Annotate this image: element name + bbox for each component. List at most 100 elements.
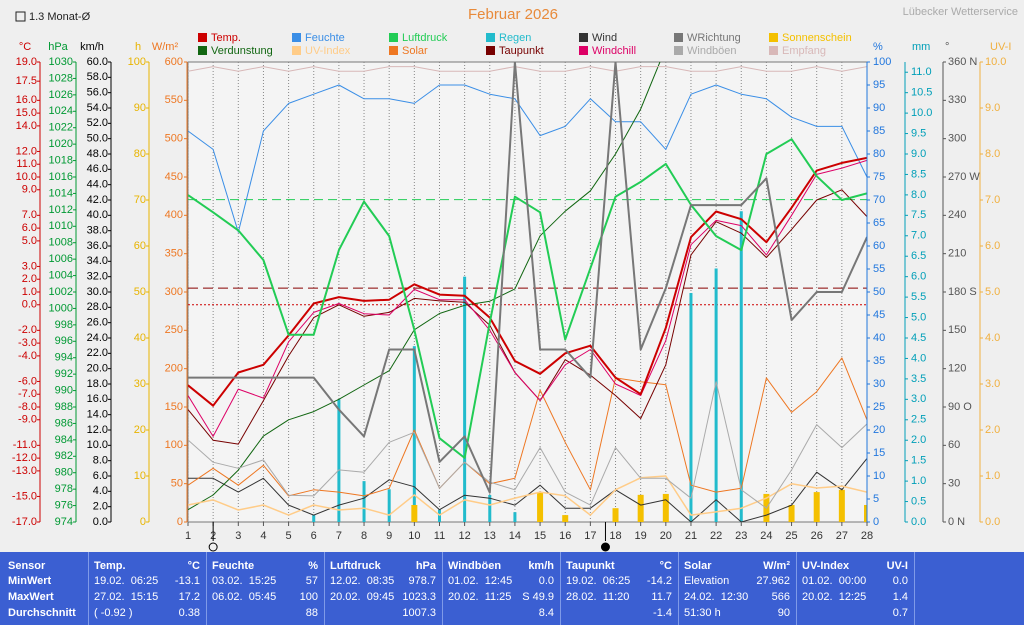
cell-value: 0.7 [892, 607, 908, 619]
x-tick-label: 20 [660, 530, 672, 542]
y-tick-label: 976 [55, 499, 73, 511]
y-tick-label: 95 [873, 79, 885, 91]
y-tick-label: 80 [134, 148, 146, 160]
bar [312, 515, 316, 522]
cell-info: 19.02. 06:25 [94, 575, 159, 587]
bar [488, 495, 492, 522]
column-header: UV-Index [802, 560, 850, 572]
bar [612, 508, 619, 522]
y-tick-label: 988 [55, 401, 73, 413]
y-tick-label: 90 O [948, 401, 972, 413]
column-header: Solar [684, 560, 712, 572]
y-tick-label: -13.0 [12, 465, 37, 477]
y-tick-label: 1014 [49, 187, 73, 199]
legend-label: Feuchte [305, 32, 345, 44]
plot-area [187, 61, 868, 523]
bar [437, 509, 441, 522]
series-line [188, 156, 867, 407]
row-label: MaxWert [8, 591, 54, 603]
y-tick-label: 150 [948, 324, 966, 336]
y-tick-label: 11.0 [911, 66, 932, 78]
cell-info: 27.02. 15:15 [94, 591, 159, 603]
y-tick-label: 350 [165, 248, 183, 260]
y-tick-label: -17.0 [12, 516, 37, 528]
y-tick-label: -3.0 [18, 337, 37, 349]
y-tick-label: 1.0 [911, 475, 926, 487]
y-tick-label: 990 [55, 384, 73, 396]
y-tick-label: 56.0 [87, 87, 108, 99]
y-tick-label: 1006 [49, 253, 73, 265]
y-tick-label: 100 [165, 439, 183, 451]
y-tick-label: 18.0 [87, 378, 108, 390]
axis-unit: W/m² [152, 41, 179, 53]
y-tick-label: 0.0 [22, 299, 37, 311]
y-tick-label: 6.5 [911, 250, 926, 262]
y-tick-label: 1028 [49, 72, 73, 84]
y-tick-label: 10.5 [911, 87, 932, 99]
y-tick-label: 34.0 [87, 255, 108, 267]
y-tick-label: 5.0 [911, 311, 926, 323]
y-tick-label: 50 [171, 478, 183, 490]
column-separator [678, 552, 679, 625]
y-tick-label: 1018 [49, 154, 73, 166]
legend-swatch [674, 33, 683, 42]
x-tick-label: 14 [509, 530, 521, 542]
y-tick-label: 50.0 [87, 133, 108, 145]
y-tick-label: 17.5 [16, 75, 37, 87]
y-tick-label: 200 [165, 363, 183, 375]
cell-info: 06.02. 05:45 [212, 591, 277, 603]
y-tick-label: 58.0 [87, 71, 108, 83]
y-tick-label: 1002 [49, 286, 73, 298]
moon-marker [208, 542, 218, 552]
cell-value: 90 [777, 607, 790, 619]
x-tick-label: 12 [459, 530, 471, 542]
y-tick-label: 14.0 [16, 120, 37, 132]
y-tick-label: 100 [873, 56, 891, 68]
y-tick-label: 60 [134, 240, 146, 252]
y-tick-label: 1026 [49, 89, 73, 101]
x-tick-label: 22 [710, 530, 722, 542]
cell-value: 978.7 [408, 575, 436, 587]
cell-info: 20.02. 11:25 [448, 591, 512, 603]
column-header: Windböen [448, 560, 502, 572]
y-tick-label: 60.0 [87, 56, 108, 68]
cell-value: 88 [305, 607, 318, 619]
y-tick-label: 8.0 [911, 189, 926, 201]
y-tick-label: 9.0 [22, 184, 37, 196]
y-tick-label: 40 [873, 332, 885, 344]
y-tick-label: 1022 [49, 122, 73, 134]
marks [188, 62, 867, 522]
column-separator [88, 552, 89, 625]
y-tick-label: 1008 [49, 237, 73, 249]
y-tick-label: 6.0 [93, 470, 108, 482]
y-tick-label: 70 [134, 194, 146, 206]
y-tick-label: 400 [165, 209, 183, 221]
bar [562, 515, 569, 522]
y-tick-label: 65 [873, 217, 885, 229]
cell-value: -14.2 [646, 575, 672, 587]
y-tick-label: 5.0 [985, 286, 1000, 298]
y-tick-label: 6.0 [985, 240, 1000, 252]
cell-value: 27.962 [756, 575, 790, 587]
y-tick-label: 6.0 [911, 271, 926, 283]
x-tick-label: 25 [785, 530, 797, 542]
series-line [188, 357, 867, 497]
moon-marker [600, 542, 610, 552]
y-tick-label: 300 [948, 133, 966, 145]
summary-table: Sensor MinWert MaxWert Durchschnitt Temp. °C 1… [0, 552, 1024, 625]
x-tick-label: 8 [361, 530, 367, 542]
y-tick-label: 52.0 [87, 117, 108, 129]
y-tick-label: 5 [873, 493, 879, 505]
x-tick-label: 19 [635, 530, 647, 542]
y-tick-label: 2.0 [93, 501, 108, 513]
y-tick-label: 1024 [49, 105, 73, 117]
column-separator [796, 552, 797, 625]
y-tick-label: 44.0 [87, 179, 108, 191]
bar [662, 493, 669, 522]
y-tick-label: 30.0 [87, 286, 108, 298]
row-label: Durchschnitt [8, 607, 76, 619]
y-tick-label: 60 [873, 240, 885, 252]
y-tick-label: 4.5 [911, 332, 926, 344]
y-tick-label: 60 [948, 439, 960, 451]
